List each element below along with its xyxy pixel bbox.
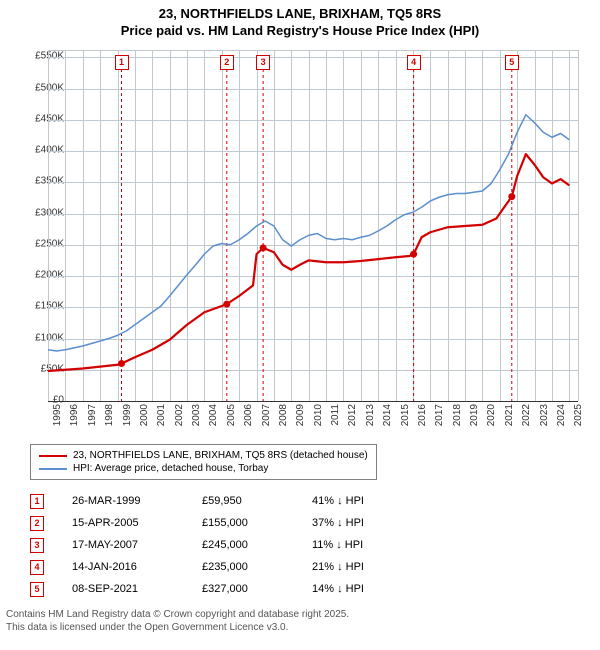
marker-box: 5	[505, 55, 519, 70]
sales-price: £245,000	[202, 539, 312, 551]
title-subtitle: Price paid vs. HM Land Registry's House …	[0, 23, 600, 40]
x-tick-label: 2020	[486, 404, 497, 426]
series-property	[48, 154, 569, 371]
sales-row: 3 17-MAY-2007£245,00011% ↓ HPI	[30, 534, 422, 556]
legend-label-hpi: HPI: Average price, detached house, Torb…	[73, 463, 268, 474]
marker-box: 2	[220, 55, 234, 70]
sales-row: 4 14-JAN-2016£235,00021% ↓ HPI	[30, 556, 422, 578]
x-tick-label: 1999	[122, 404, 133, 426]
sales-date: 15-APR-2005	[72, 517, 202, 529]
footer-line1: Contains HM Land Registry data © Crown c…	[6, 608, 594, 621]
sales-index-box: 1	[30, 494, 44, 509]
title-block: 23, NORTHFIELDS LANE, BRIXHAM, TQ5 8RS P…	[0, 0, 600, 40]
legend-label-property: 23, NORTHFIELDS LANE, BRIXHAM, TQ5 8RS (…	[73, 450, 368, 461]
series-hpi	[48, 115, 569, 351]
gridline-h	[48, 401, 578, 402]
chart-lines-svg	[48, 51, 578, 401]
marker-box: 3	[256, 55, 270, 70]
sale-point	[118, 360, 125, 367]
x-tick-label: 2002	[174, 404, 185, 426]
x-tick-label: 2017	[434, 404, 445, 426]
sales-price: £235,000	[202, 561, 312, 573]
chart-plot-area: 1 2 3 4 5	[48, 50, 579, 401]
sales-delta: 21% ↓ HPI	[312, 561, 422, 573]
x-tick-label: 2015	[400, 404, 411, 426]
x-tick-label: 2024	[556, 404, 567, 426]
x-tick-label: 2003	[191, 404, 202, 426]
x-tick-label: 2005	[226, 404, 237, 426]
sale-point	[410, 251, 417, 258]
sales-date: 08-SEP-2021	[72, 583, 202, 595]
x-tick-label: 1997	[87, 404, 98, 426]
x-tick-label: 1995	[52, 404, 63, 426]
x-tick-label: 2023	[539, 404, 550, 426]
sales-delta: 37% ↓ HPI	[312, 517, 422, 529]
x-tick-label: 1996	[69, 404, 80, 426]
sales-index-box: 5	[30, 582, 44, 597]
x-tick-label: 2007	[261, 404, 272, 426]
sales-price: £59,950	[202, 495, 312, 507]
sales-price: £327,000	[202, 583, 312, 595]
x-tick-label: 2018	[452, 404, 463, 426]
footer-line2: This data is licensed under the Open Gov…	[6, 621, 594, 634]
sales-row: 1 26-MAR-1999£59,95041% ↓ HPI	[30, 490, 422, 512]
x-tick-label: 2008	[278, 404, 289, 426]
x-tick-label: 2012	[347, 404, 358, 426]
sales-date: 26-MAR-1999	[72, 495, 202, 507]
sales-index-box: 3	[30, 538, 44, 553]
marker-box: 4	[407, 55, 421, 70]
x-tick-label: 2001	[156, 404, 167, 426]
marker-box: 1	[115, 55, 129, 70]
sales-date: 17-MAY-2007	[72, 539, 202, 551]
sales-row: 2 15-APR-2005£155,00037% ↓ HPI	[30, 512, 422, 534]
x-tick-label: 2025	[573, 404, 584, 426]
x-tick-label: 2014	[382, 404, 393, 426]
legend-row-property: 23, NORTHFIELDS LANE, BRIXHAM, TQ5 8RS (…	[39, 449, 368, 462]
x-tick-label: 2000	[139, 404, 150, 426]
sales-index-box: 4	[30, 560, 44, 575]
page-container: 23, NORTHFIELDS LANE, BRIXHAM, TQ5 8RS P…	[0, 0, 600, 650]
sale-point	[508, 193, 515, 200]
sales-price: £155,000	[202, 517, 312, 529]
x-tick-label: 2019	[469, 404, 480, 426]
x-tick-label: 2021	[504, 404, 515, 426]
sales-delta: 41% ↓ HPI	[312, 495, 422, 507]
x-tick-label: 2009	[295, 404, 306, 426]
x-tick-label: 2004	[208, 404, 219, 426]
sales-delta: 14% ↓ HPI	[312, 583, 422, 595]
x-tick-label: 2011	[330, 404, 341, 426]
x-tick-label: 2022	[521, 404, 532, 426]
legend-swatch-property	[39, 455, 67, 457]
sales-table: 1 26-MAR-1999£59,95041% ↓ HPI 2 15-APR-2005…	[30, 490, 422, 600]
sales-row: 5 08-SEP-2021£327,00014% ↓ HPI	[30, 578, 422, 600]
legend-row-hpi: HPI: Average price, detached house, Torb…	[39, 462, 368, 475]
title-address: 23, NORTHFIELDS LANE, BRIXHAM, TQ5 8RS	[0, 6, 600, 23]
x-tick-label: 2016	[417, 404, 428, 426]
x-tick-label: 2010	[313, 404, 324, 426]
x-tick-label: 1998	[104, 404, 115, 426]
sale-point	[260, 244, 267, 251]
legend-box: 23, NORTHFIELDS LANE, BRIXHAM, TQ5 8RS (…	[30, 444, 377, 480]
sale-point	[223, 301, 230, 308]
x-tick-label: 2013	[365, 404, 376, 426]
sales-index-box: 2	[30, 516, 44, 531]
legend-swatch-hpi	[39, 468, 67, 470]
x-tick-label: 2006	[243, 404, 254, 426]
footer-attribution: Contains HM Land Registry data © Crown c…	[6, 608, 594, 634]
sales-delta: 11% ↓ HPI	[312, 539, 422, 551]
sales-date: 14-JAN-2016	[72, 561, 202, 573]
